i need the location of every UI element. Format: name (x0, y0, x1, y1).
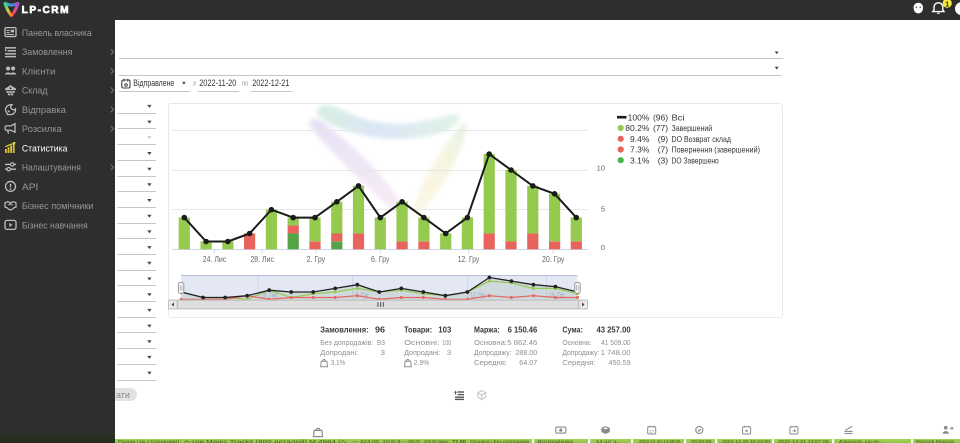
svg-text:Допродажа: Допродажа (537, 439, 574, 443)
svg-text:А-гри Magic Tracks (800 детале: А-гри Magic Tracks (800 деталей) М 4564 … (184, 438, 348, 443)
svg-text:Склад: Склад (22, 85, 48, 96)
svg-text:Панель власника: Панель власника (22, 28, 93, 39)
svg-text:17: 17 (649, 429, 655, 434)
svg-text:Основна і Без допродажів: Основна і Без допродажів (470, 439, 530, 443)
svg-text:2.9%: 2.9% (414, 358, 430, 367)
svg-text:0: 0 (601, 243, 605, 252)
svg-text:12. Гру: 12. Гру (471, 293, 486, 300)
svg-text:Дзвонили, що не...: Дзвонили, що не... (839, 439, 883, 443)
svg-text:100%: 100% (628, 112, 650, 122)
svg-text:з: з (193, 79, 197, 88)
svg-text:Допродажу:: Допродажу: (474, 348, 512, 357)
svg-text:1 748.00: 1 748.00 (601, 348, 631, 357)
svg-text:3.1%: 3.1% (630, 155, 650, 165)
svg-text:Відправлене: Відправлене (133, 78, 174, 88)
svg-text:24. Лис: 24. Лис (203, 255, 227, 264)
svg-text:(7): (7) (658, 145, 669, 155)
svg-text:Повернення (завершений): Повернення (завершений) (672, 145, 761, 155)
svg-text:— 224.00: — 224.00 (352, 439, 380, 443)
svg-text:00:00:00: 00:00:00 (691, 439, 712, 443)
svg-text:Основна:: Основна: (474, 338, 507, 347)
svg-text:9.4%: 9.4% (630, 134, 650, 144)
svg-text:Маржа:: Маржа: (474, 324, 500, 334)
svg-text:77.00: 77.00 (452, 439, 467, 443)
svg-text:450.59: 450.59 (609, 358, 631, 367)
svg-text:Всі: Всі (672, 112, 685, 122)
svg-text:Відправка: Відправка (22, 104, 67, 115)
svg-text:5: 5 (601, 205, 605, 214)
svg-text:Замовлення: Замовлення (22, 47, 73, 58)
svg-text:Допродажу:: Допродажу: (562, 348, 599, 357)
svg-text:DO Возврат склад: DO Возврат склад (672, 134, 732, 144)
svg-text:Завершений: Завершений (672, 123, 713, 133)
svg-text:96: 96 (375, 324, 385, 334)
svg-text:20. Гру: 20. Гру (542, 255, 565, 264)
svg-text:1: 1 (945, 0, 949, 8)
svg-text:2022-12-21 13:07:05: 2022-12-21 13:07:05 (778, 439, 830, 443)
svg-text:Середня:: Середня: (562, 358, 595, 367)
svg-text:(96): (96) (653, 112, 668, 122)
svg-text:3: 3 (381, 348, 386, 357)
svg-text:Допродані:: Допродані: (404, 348, 440, 357)
svg-text:Розсилка: Розсилка (22, 124, 63, 135)
svg-text:208.00 Марж:: 208.00 Марж: (424, 439, 449, 443)
svg-text:Клієнти: Клієнти (22, 66, 56, 77)
svg-text:(77): (77) (653, 123, 668, 133)
svg-text:6. Гру: 6. Гру (371, 255, 390, 264)
svg-text:(9): (9) (658, 134, 669, 144)
svg-text:28. Лис: 28. Лис (261, 293, 278, 300)
svg-text:12. Гру: 12. Гру (458, 255, 480, 264)
svg-text:Сума:: Сума: (562, 324, 583, 334)
svg-text:Основна:: Основна: (562, 338, 591, 347)
svg-text:Основні:: Основні: (404, 338, 440, 347)
svg-text:по: по (242, 79, 249, 88)
svg-text:14 шт з...: 14 шт з... (596, 439, 621, 443)
svg-text:6 150.46: 6 150.46 (508, 324, 538, 334)
svg-text:Допродані:: Допродані: (320, 348, 358, 357)
svg-text:3: 3 (447, 348, 452, 357)
svg-text:Фролов Микола: Фролов Микола (916, 439, 954, 443)
svg-text:224.00 /Д: — 208.00: 224.00 /Д: — 208.00 (383, 439, 420, 443)
svg-text:43 257.00: 43 257.00 (597, 324, 631, 334)
svg-text:2. Гру: 2. Гру (307, 255, 326, 264)
svg-text:28. Лис: 28. Лис (250, 255, 274, 264)
svg-text:Бізнес навчання: Бізнес навчання (22, 220, 88, 231)
svg-text:10: 10 (597, 164, 605, 173)
svg-text:100: 100 (442, 338, 451, 347)
svg-text:5 862.46: 5 862.46 (507, 338, 537, 347)
svg-text:(3): (3) (658, 155, 669, 165)
svg-text:2022-12-20 14:59:06: 2022-12-20 14:59:06 (639, 439, 681, 443)
svg-text:2022-11-20: 2022-11-20 (199, 78, 236, 88)
svg-text:Налаштування: Налаштування (22, 162, 81, 173)
svg-text:Товари:: Товари: (404, 324, 432, 334)
svg-text:19. Гру: 19. Гру (550, 293, 565, 300)
svg-text:Без допродажів:: Без допродажів: (320, 338, 373, 347)
svg-text:80.2%: 80.2% (625, 123, 650, 133)
svg-text:Середня:: Середня: (474, 358, 507, 367)
svg-text:288.00: 288.00 (515, 348, 537, 357)
svg-text:LP-CRM: LP-CRM (22, 5, 70, 16)
svg-text:3.1%: 3.1% (331, 358, 346, 367)
svg-text:DO Завершено: DO Завершено (672, 155, 720, 165)
svg-text:Замовлення:: Замовлення: (320, 324, 368, 334)
svg-text:93: 93 (377, 338, 385, 347)
svg-text:103: 103 (438, 324, 451, 334)
svg-text:2022-12-20 16:23:00: 2022-12-20 16:23:00 (722, 439, 771, 443)
svg-text:API: API (22, 181, 39, 192)
svg-text:Бізнес помічники: Бізнес помічники (22, 201, 94, 212)
svg-text:Статистика: Статистика (22, 143, 68, 154)
svg-text:2022-12-21: 2022-12-21 (252, 78, 289, 88)
svg-text:41 509.00: 41 509.00 (601, 338, 631, 347)
svg-text:7.3%: 7.3% (630, 145, 650, 155)
svg-text:Разом (за сторінками):: Разом (за сторінками): (118, 439, 181, 443)
svg-text:64.07: 64.07 (519, 358, 537, 367)
